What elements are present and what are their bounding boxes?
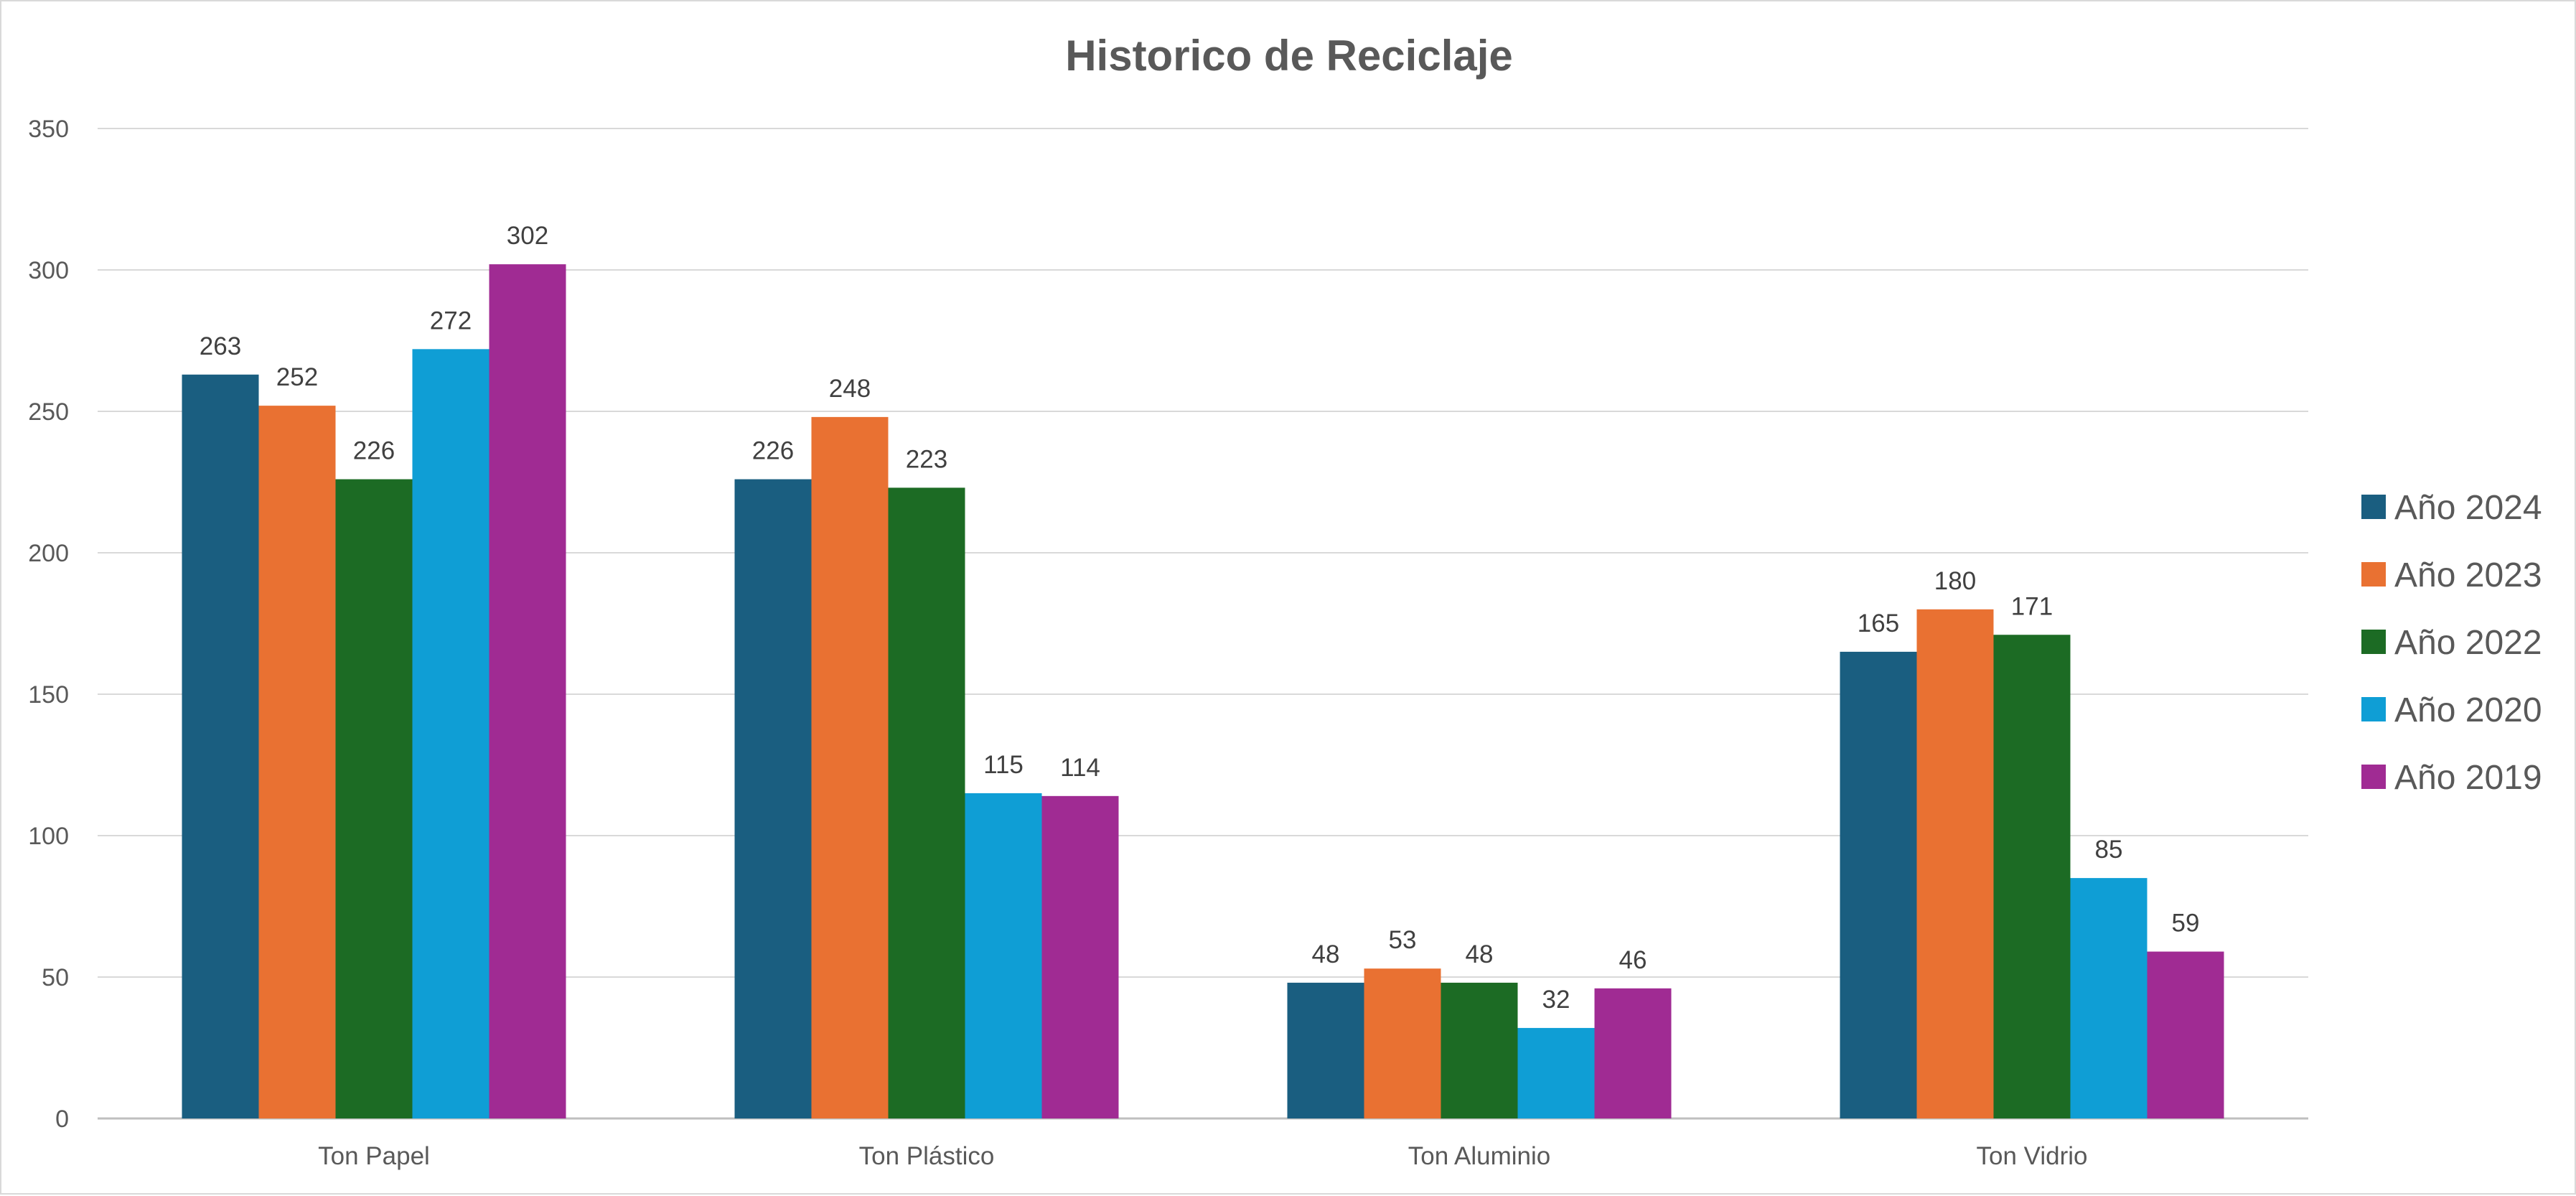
bar: [335, 479, 413, 1118]
data-label: 180: [1934, 567, 1976, 595]
bar: [811, 416, 889, 1118]
data-label: 302: [507, 222, 548, 250]
y-tick-label: 200: [28, 540, 69, 567]
y-tick-label: 300: [28, 257, 69, 284]
y-tick-label: 50: [42, 964, 69, 991]
y-tick-label: 150: [28, 681, 69, 709]
legend-swatch: [2361, 697, 2386, 721]
legend-swatch: [2361, 630, 2386, 654]
legend-swatch: [2361, 765, 2386, 789]
y-tick-label: 350: [28, 116, 69, 143]
legend-label: Año 2019: [2394, 759, 2542, 797]
data-label: 48: [1466, 940, 1494, 968]
x-category-label: Ton Plástico: [859, 1142, 995, 1170]
data-label: 226: [752, 437, 794, 465]
bar: [1840, 651, 1917, 1118]
bar: [1594, 988, 1672, 1118]
bar: [1441, 982, 1518, 1118]
x-category-label: Ton Aluminio: [1408, 1142, 1550, 1170]
y-tick-label: 250: [28, 398, 69, 426]
y-tick-label: 100: [28, 823, 69, 850]
legend-swatch: [2361, 562, 2386, 587]
data-label: 46: [1619, 946, 1647, 974]
bar: [1993, 635, 2071, 1118]
data-label: 263: [200, 332, 241, 360]
x-category-label: Ton Papel: [318, 1142, 430, 1170]
bar: [182, 374, 259, 1118]
bar: [734, 479, 812, 1118]
data-labels: 263 252 226 272 302 226 248 223 115 114 48 53 48 32 46…: [200, 222, 2200, 1014]
data-label: 53: [1389, 926, 1417, 954]
legend-label: Año 2024: [2394, 489, 2542, 527]
bar: [412, 349, 490, 1118]
bar: [1364, 968, 1441, 1118]
axes: 0 50 100 150 200 250 300 350 Ton Papel Ton Plásti…: [28, 116, 2087, 1170]
bar: [489, 264, 566, 1118]
data-label: 114: [1060, 754, 1100, 782]
legend-label: Año 2020: [2394, 691, 2542, 729]
legend: Año 2024 Año 2023 Año 2022 Año 2020 Año 2019: [2361, 489, 2542, 797]
data-label: 223: [906, 445, 947, 473]
bars: [182, 264, 2224, 1118]
bar: [1916, 609, 1994, 1118]
data-label: 272: [430, 307, 472, 335]
x-category-label: Ton Vidrio: [1976, 1142, 2087, 1170]
y-tick-label: 0: [55, 1106, 69, 1133]
data-label: 48: [1312, 940, 1340, 968]
bar: [888, 487, 965, 1118]
data-label: 59: [2172, 910, 2200, 938]
data-label: 115: [983, 751, 1024, 779]
bar: [1287, 982, 1364, 1118]
data-label: 171: [2011, 592, 2053, 620]
bar: [2147, 951, 2224, 1118]
data-label: 85: [2095, 836, 2123, 864]
data-label: 252: [276, 363, 318, 391]
bar: [965, 793, 1042, 1118]
legend-label: Año 2022: [2394, 624, 2542, 662]
bar: [1041, 795, 1119, 1118]
legend-label: Año 2023: [2394, 556, 2542, 594]
bar: [258, 406, 336, 1118]
data-label: 226: [353, 437, 395, 465]
data-label: 248: [829, 375, 871, 403]
data-label: 32: [1542, 986, 1570, 1014]
data-label: 165: [1858, 609, 1899, 637]
legend-swatch: [2361, 495, 2386, 519]
bar: [2070, 878, 2148, 1118]
bar: [1517, 1027, 1595, 1118]
chart-title: Historico de Reciclaje: [1065, 32, 1513, 80]
